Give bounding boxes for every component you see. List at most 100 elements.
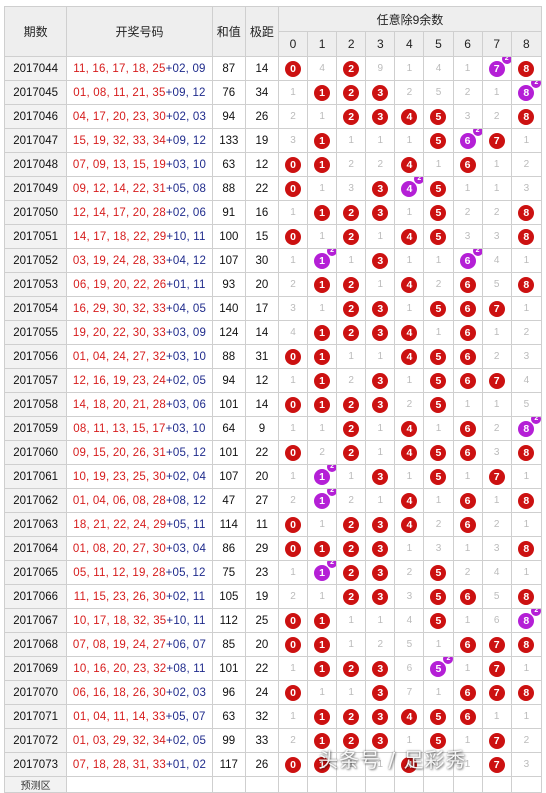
table-row: 2017055 19, 20, 22, 30, 33+03, 09 124 14 4 1 2… xyxy=(3,320,543,345)
miss-count: 1 xyxy=(290,87,296,98)
issue-cell: 2017072 xyxy=(3,728,68,753)
miss-count: 3 xyxy=(435,543,442,554)
remainder-cell: 1 xyxy=(365,224,396,249)
hit-ball: 0 xyxy=(285,444,301,461)
front-numbers: 04, 17, 20, 23, 30 xyxy=(72,110,166,123)
remainder-cell: 0 xyxy=(277,536,309,561)
miss-count: 1 xyxy=(406,255,413,266)
back-numbers: +02, 09 xyxy=(165,62,206,75)
ball-number: 1 xyxy=(319,254,326,267)
ball-number: 3 xyxy=(377,686,384,699)
front-numbers: 07, 09, 13, 15, 19 xyxy=(72,158,166,171)
header-remainder-group: 任意除9余数 xyxy=(277,6,543,32)
remainder-cell: 1 xyxy=(394,464,425,489)
hit-ball: 2 xyxy=(343,564,360,581)
ball-number: 5 xyxy=(435,374,442,387)
ball-number: 5 xyxy=(435,230,442,243)
span-cell: 22 xyxy=(244,176,279,201)
miss-count: 2 xyxy=(348,159,354,170)
miss-count: 1 xyxy=(523,135,530,146)
ball-number: 1 xyxy=(319,710,326,723)
span-cell: 12 xyxy=(244,368,279,393)
issue-cell: 2017056 xyxy=(3,344,68,369)
table-row: 2017047 15, 19, 32, 33, 34+09, 12 133 19 3 1 1… xyxy=(3,128,543,153)
miss-count: 1 xyxy=(348,759,354,770)
hit-ball: 6 xyxy=(459,156,476,173)
ball-number: 1 xyxy=(319,494,326,507)
issue-cell: 2017044 xyxy=(3,56,68,81)
remainder-cell: 1 xyxy=(336,608,367,633)
remainder-cell: 1 xyxy=(365,752,396,777)
sum-cell: 101 xyxy=(211,392,246,417)
issue-cell: 2017059 xyxy=(3,416,68,441)
ball-number: 1 xyxy=(319,158,326,171)
hit-ball: 5 xyxy=(430,564,447,581)
header-numbers: 开奖号码 xyxy=(66,6,213,57)
span-cell: 32 xyxy=(244,704,279,729)
ball-number: 6 xyxy=(464,446,471,459)
miss-count: 1 xyxy=(523,303,530,314)
sum-cell: 99 xyxy=(211,728,246,753)
miss-count: 3 xyxy=(493,447,500,458)
ball-number: 2 xyxy=(348,398,355,411)
ball-number: 3 xyxy=(377,734,384,747)
back-numbers: +02, 03 xyxy=(165,110,207,123)
back-numbers: +05, 11 xyxy=(166,518,206,531)
miss-count: 1 xyxy=(377,759,384,770)
hit-ball: 3 xyxy=(372,300,389,317)
header-remainder-4: 4 xyxy=(394,31,425,57)
front-numbers: 01, 04, 11, 14, 33 xyxy=(73,710,166,723)
repeat-count-badge: 2 xyxy=(327,561,336,568)
front-numbers: 14, 17, 18, 22, 29 xyxy=(73,230,167,243)
remainder-cell: 5 xyxy=(423,296,454,321)
hit-ball: 3 xyxy=(372,684,389,701)
remainder-cell: 1 xyxy=(481,392,512,417)
remainder-cell: 2 xyxy=(277,488,309,513)
remainder-cell: 2 xyxy=(336,152,367,177)
remainder-cell: 2 xyxy=(365,152,396,177)
hit-ball: 0 xyxy=(285,516,301,533)
remainder-cell: 1 xyxy=(423,248,454,273)
remainder-cell: 1 xyxy=(336,632,367,657)
remainder-cell: 2 xyxy=(394,80,425,105)
table-row: 2017072 01, 03, 29, 32, 34+02, 05 99 33 2 1 2 3… xyxy=(3,728,543,753)
remainder-cell: 2 xyxy=(510,728,543,753)
span-cell: 30 xyxy=(244,248,279,273)
hit-ball: 5 xyxy=(430,732,447,749)
remainder-cell: 5 xyxy=(423,200,454,225)
ball-number: 2 xyxy=(348,590,355,603)
span-cell: 22 xyxy=(244,656,279,681)
miss-count: 5 xyxy=(493,279,500,290)
remainder-cell: 3 xyxy=(481,440,512,465)
remainder-cell: 6 xyxy=(394,656,425,681)
remainder-cell: 8 xyxy=(510,536,543,561)
hit-ball: 3 xyxy=(372,396,389,413)
hit-ball: 6 xyxy=(459,276,476,293)
sum-cell: 88 xyxy=(211,176,246,201)
sum-cell: 140 xyxy=(211,296,246,321)
miss-count: 4 xyxy=(435,63,442,74)
miss-count: 5 xyxy=(435,87,442,98)
ball-number: 1 xyxy=(319,398,326,411)
back-numbers: +03, 09 xyxy=(165,326,207,339)
hit-ball: 1 xyxy=(314,732,331,749)
ball-number: 8 xyxy=(523,446,530,459)
draw-numbers-cell: 15, 19, 32, 33, 34+09, 12 xyxy=(66,128,213,153)
remainder-cell: 1 xyxy=(277,200,309,225)
repeat-count-badge: 2 xyxy=(531,81,541,88)
hit-ball: 5 xyxy=(430,132,447,149)
remainder-cell: 7 xyxy=(394,680,425,705)
miss-count: 1 xyxy=(523,255,530,266)
remainder-cell: 3 xyxy=(365,368,396,393)
ball-number: 7 xyxy=(493,374,500,387)
remainder-cell: 1 xyxy=(452,752,483,777)
hit-ball: 2 xyxy=(343,396,360,413)
miss-count: 3 xyxy=(348,183,354,194)
back-numbers: +03, 10 xyxy=(165,350,207,363)
ball-number: 3 xyxy=(377,590,384,603)
remainder-cell: 4 xyxy=(277,320,309,345)
ball-number: 2 xyxy=(348,326,355,339)
remainder-cell: 3 xyxy=(365,536,396,561)
